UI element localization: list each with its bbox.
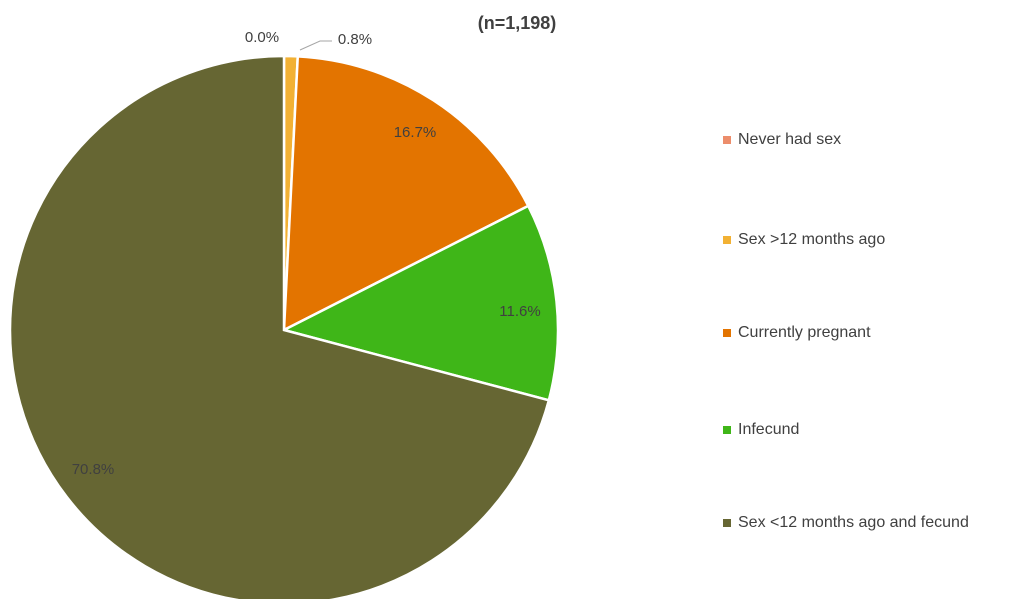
- legend-label: Never had sex: [738, 131, 841, 148]
- data-label: 11.6%: [499, 303, 540, 320]
- pie-slice: [280, 204, 560, 402]
- legend-label: Sex <12 months ago and fecund: [738, 514, 969, 531]
- legend-swatch: [723, 236, 731, 244]
- legend-swatch: [723, 519, 731, 527]
- legend-label: Currently pregnant: [738, 324, 871, 341]
- chart-title: (n=1,198): [478, 13, 557, 33]
- data-label: 70.8%: [72, 461, 115, 478]
- data-label: 16.7%: [394, 124, 437, 141]
- data-label: 0.8%: [338, 31, 372, 48]
- legend-swatch: [723, 426, 731, 434]
- legend-swatch: [723, 329, 731, 337]
- pie-slice: [8, 54, 551, 599]
- leader-line: [299, 40, 332, 51]
- data-label: 0.0%: [245, 29, 279, 46]
- pie-slice: [282, 55, 530, 333]
- legend-label: Sex >12 months ago: [738, 231, 885, 248]
- legend-swatch: [723, 136, 731, 144]
- legend-label: Infecund: [738, 421, 799, 438]
